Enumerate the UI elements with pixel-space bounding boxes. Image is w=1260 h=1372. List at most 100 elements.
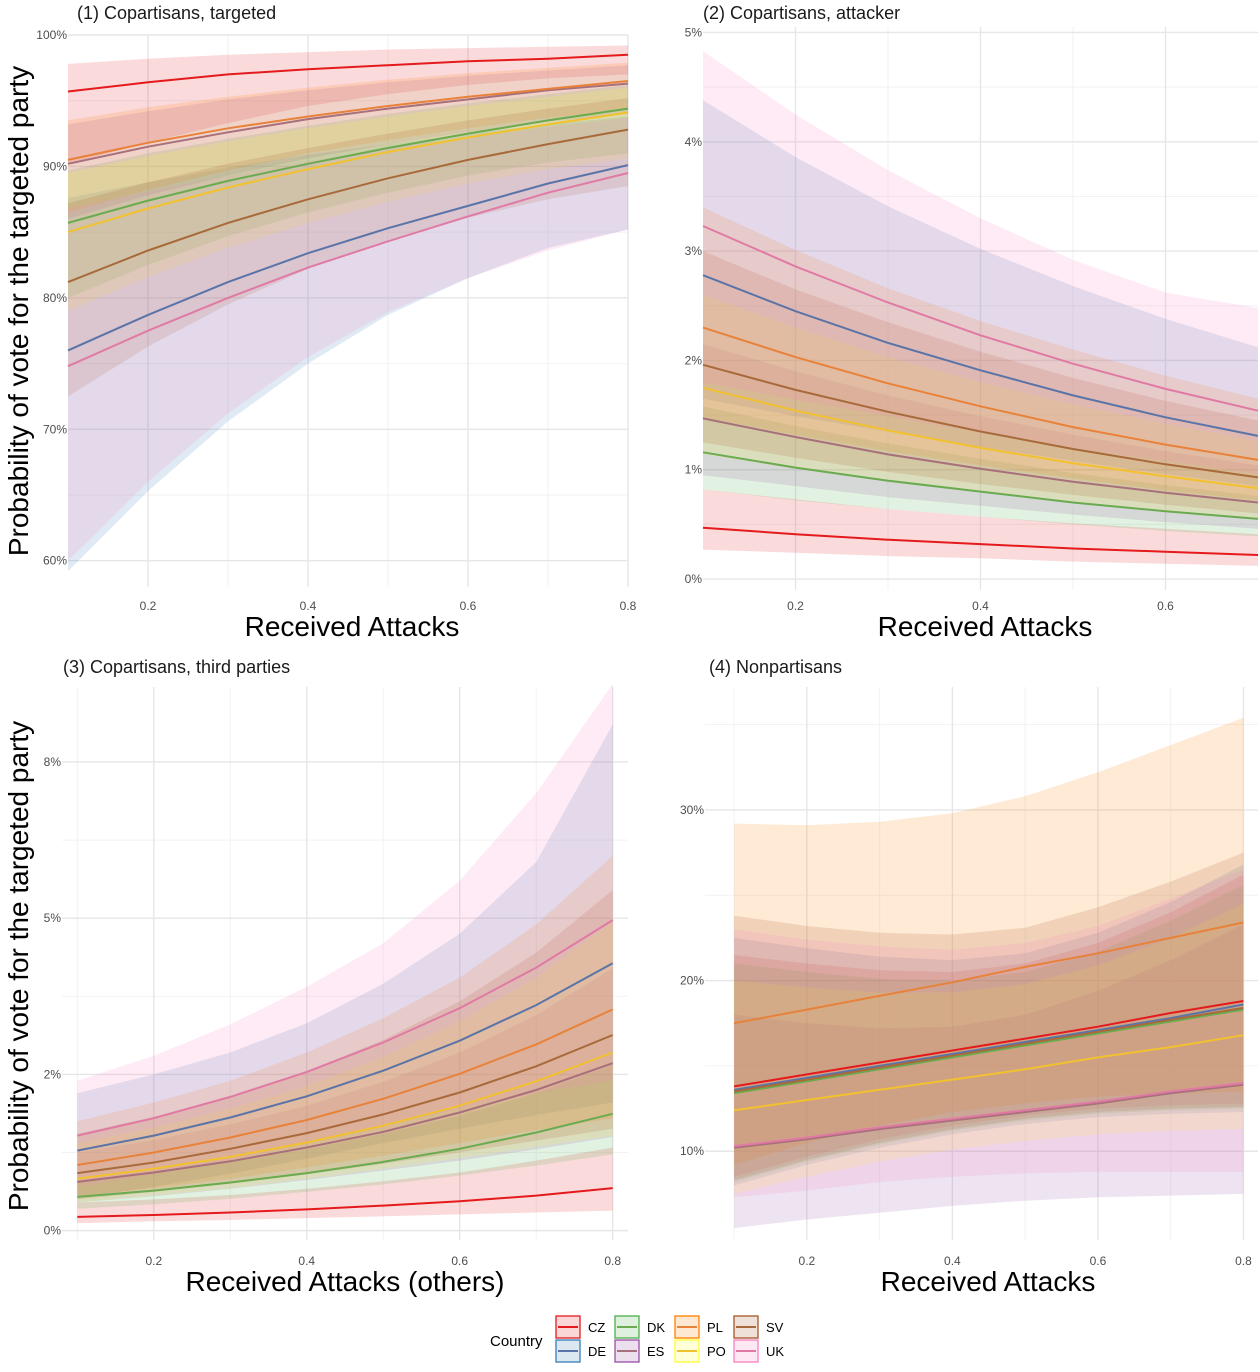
ribbon-de <box>77 724 613 1199</box>
series-line-po <box>77 1051 614 1180</box>
legend-key-cz: CZ <box>555 1315 605 1339</box>
series-line-po <box>702 386 1259 490</box>
series-line-pl <box>702 326 1259 461</box>
panel-title: (2) Copartisans, attacker <box>703 3 900 23</box>
series-line-de <box>77 962 614 1152</box>
series-line-pl <box>77 1008 614 1166</box>
ribbon-dk <box>68 84 628 298</box>
series-line-cz <box>77 1187 613 1218</box>
legend-key-po: PO <box>674 1339 726 1363</box>
legend-key-es: ES <box>614 1339 665 1363</box>
y-tick-label: 20% <box>680 974 704 988</box>
legend: Country CZ DE DK ES PL PO SV UK <box>490 1315 784 1363</box>
ribbon-es <box>703 344 1258 529</box>
legend-label: CZ <box>588 1320 605 1335</box>
ribbon-pl <box>77 855 613 1197</box>
y-tick-label: 2% <box>685 353 703 367</box>
y-tick-label: 8% <box>44 755 62 769</box>
series-line-uk <box>733 1082 1244 1148</box>
legend-key-uk: UK <box>733 1339 784 1363</box>
ribbon-po <box>77 921 613 1203</box>
legend-key-sv: SV <box>733 1315 784 1339</box>
legend-key-pl: PL <box>674 1315 723 1339</box>
panel-3: 0.2 0.4 0.6 0.8 0% 2% 5% 8% (3) Copartisans, thi… <box>3 657 628 1297</box>
ribbon-sv <box>703 251 1258 514</box>
x-tick-label: 0.6 <box>1157 599 1174 613</box>
x-tick-label: 0.2 <box>799 1254 816 1268</box>
ribbon-es <box>68 65 628 219</box>
legend-label: DE <box>588 1344 606 1359</box>
legend-key-dk: DK <box>614 1315 665 1339</box>
x-tick-label: 0.6 <box>460 599 477 613</box>
ribbon-dk <box>703 406 1258 537</box>
series-line-uk <box>702 225 1259 412</box>
series-line-dk <box>67 107 629 224</box>
y-tick-label: 0% <box>685 572 703 586</box>
y-tick-label: 0% <box>44 1224 62 1238</box>
x-tick-label: 0.8 <box>620 599 637 613</box>
legend-label: DK <box>647 1320 665 1335</box>
x-tick-label: 0.2 <box>787 599 804 613</box>
ribbon-cz <box>703 489 1258 566</box>
y-tick-label: 90% <box>43 159 67 173</box>
ribbon-cz <box>68 45 628 164</box>
series-line-de <box>733 1003 1244 1091</box>
legend-label: ES <box>647 1344 665 1359</box>
x-axis-label: Received Attacks <box>881 1266 1096 1297</box>
x-tick-label: 0.4 <box>944 1254 961 1268</box>
ribbon-pl <box>68 62 628 213</box>
series-line-sv <box>702 363 1259 479</box>
panel-4: 0.2 0.4 0.6 0.8 10% 20% 30% (4) Nonpartisans Rec… <box>680 657 1258 1297</box>
ribbon-dk <box>734 885 1244 1182</box>
y-tick-label: 4% <box>685 135 703 149</box>
ribbon-cz <box>77 1147 613 1224</box>
y-tick-label: 5% <box>685 25 703 39</box>
series-line-es <box>733 1083 1244 1149</box>
series-line-es <box>67 82 629 165</box>
series-line-de <box>702 274 1259 437</box>
y-tick-label: 30% <box>680 803 704 817</box>
series-line-uk <box>67 172 629 368</box>
panel-2: 0.2 0.4 0.6 0% 1% 2% 3% 4% 5%(2) Copartisans, at… <box>685 3 1259 642</box>
x-axis-label: Received Attacks (others) <box>185 1266 504 1297</box>
series-line-po <box>67 111 629 234</box>
y-tick-label: 2% <box>44 1067 62 1081</box>
legend-label: PO <box>707 1344 726 1359</box>
series-line-cz <box>67 53 629 93</box>
series-line-pl <box>733 921 1244 1025</box>
series-line-dk <box>77 1112 613 1198</box>
x-tick-label: 0.8 <box>604 1254 621 1268</box>
y-tick-label: 80% <box>43 291 67 305</box>
y-tick-label: 70% <box>43 422 67 436</box>
ribbon-pl <box>703 207 1258 501</box>
series-line-dk <box>733 1008 1244 1095</box>
series-line-dk <box>702 451 1259 520</box>
series-line-cz <box>733 1000 1244 1088</box>
ribbon-uk <box>68 117 628 561</box>
x-axis-label: Received Attacks <box>878 611 1093 642</box>
x-axis-label: Received Attacks <box>245 611 460 642</box>
series-line-de <box>67 164 629 352</box>
series-line-es <box>702 417 1259 504</box>
ribbon-sv <box>68 98 628 397</box>
series-line-sv <box>67 128 629 284</box>
panel-1: 0.2 0.4 0.6 0.8 60% 70% 80% 90% 100% (1) Copartis… <box>3 3 637 642</box>
series-line-sv <box>733 1006 1244 1093</box>
series-line-po <box>733 1034 1244 1112</box>
ribbon-uk <box>77 683 613 1187</box>
ribbon-uk <box>734 869 1244 1198</box>
y-tick-label: 60% <box>43 554 67 568</box>
x-tick-label: 0.2 <box>145 1254 162 1268</box>
y-axis-label: Probability of vote for the targeted par… <box>3 66 34 556</box>
x-tick-label: 0.2 <box>140 599 157 613</box>
x-tick-label: 0.4 <box>298 1254 315 1268</box>
series-line-pl <box>67 80 629 161</box>
legend-title: Country <box>490 1333 543 1350</box>
ribbon-po <box>68 87 628 311</box>
y-tick-label: 100% <box>36 28 67 42</box>
ribbon-uk <box>703 51 1258 475</box>
y-axis-label: Probability of vote for the targeted par… <box>3 721 34 1211</box>
series-line-es <box>77 1062 614 1183</box>
y-tick-label: 1% <box>685 463 703 477</box>
